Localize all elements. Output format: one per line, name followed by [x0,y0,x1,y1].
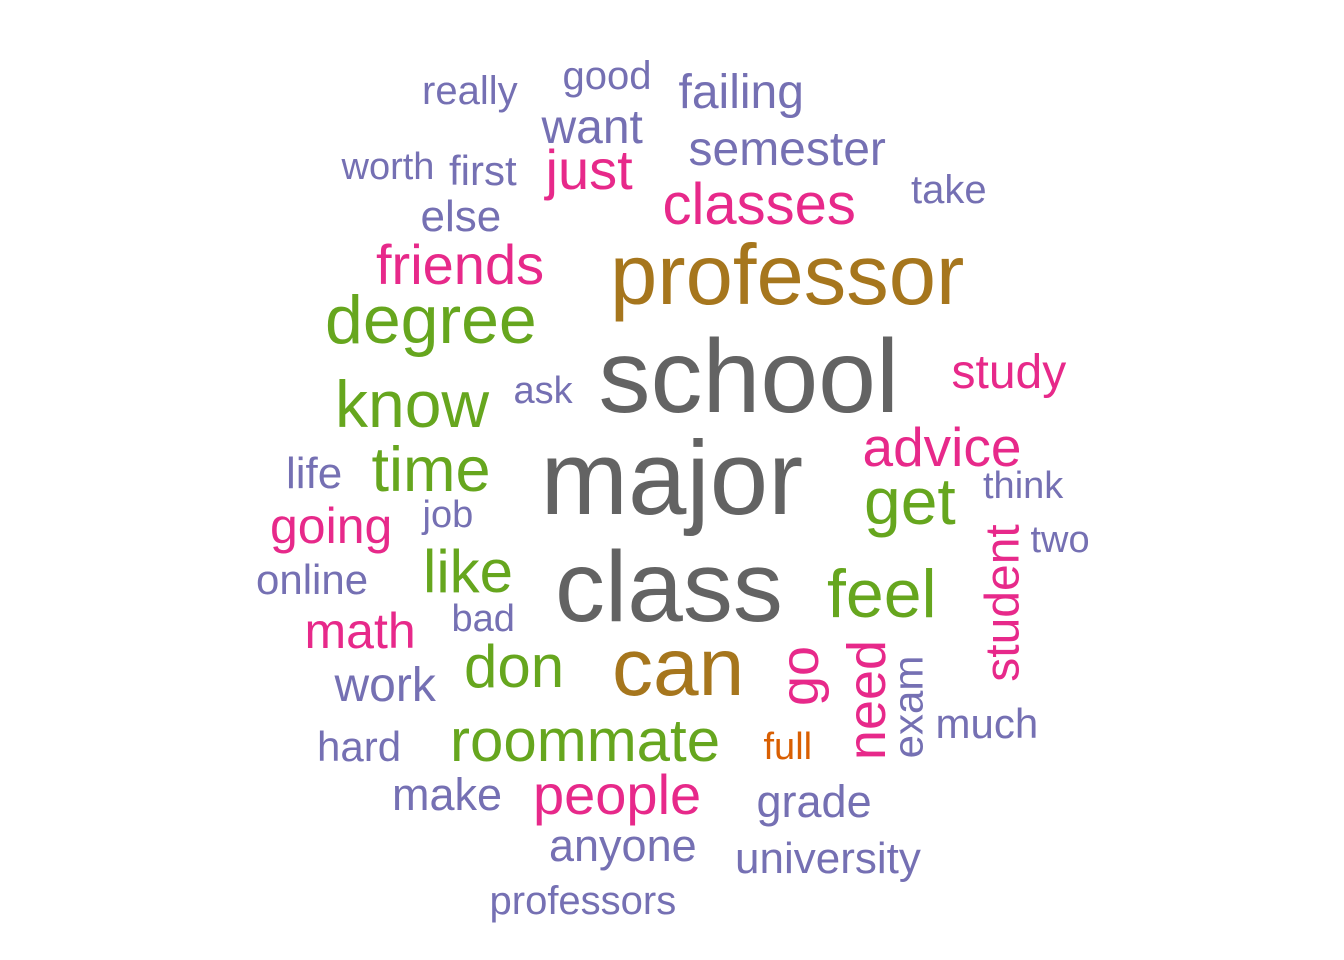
word-class: class [555,531,783,643]
word-two: two [1030,519,1090,561]
word-get: get [864,464,956,538]
word-can: can [612,622,745,713]
word-take: take [911,168,987,212]
word-bad: bad [451,598,515,640]
word-exam: exam [883,655,931,759]
word-like: like [423,538,514,605]
word-just: just [545,138,633,201]
word-math: math [304,603,416,659]
word-good: good [562,54,652,98]
word-want: want [541,101,643,154]
word-work: work [334,659,436,712]
word-degree: degree [325,282,537,358]
word-think: think [983,465,1064,507]
word-classes: classes [662,172,856,237]
word-semester: semester [688,123,886,176]
word-go: go [770,645,831,707]
word-time: time [371,434,491,505]
word-professor: professor [610,227,965,323]
word-life: life [286,449,343,498]
word-friends: friends [376,233,545,296]
word-really: really [422,69,518,113]
word-ask: ask [513,370,573,412]
word-online: online [256,556,369,603]
word-roommate: roommate [450,707,721,774]
word-study: study [951,346,1067,399]
word-grade: grade [756,775,872,827]
word-going: going [270,498,393,554]
word-first: first [449,147,517,194]
word-university: university [735,834,921,883]
word-anyone: anyone [549,819,697,871]
word-people: people [533,763,702,826]
word-professors: professors [489,879,677,923]
word-feel: feel [827,556,937,632]
word-full: full [763,726,813,768]
word-major: major [540,419,804,537]
word-else: else [420,192,502,241]
word-much: much [935,700,1039,747]
word-don: don [464,633,565,700]
word-school: school [598,319,900,435]
word-hard: hard [317,723,402,770]
word-know: know [335,367,490,441]
word-worth: worth [341,146,435,188]
word-advice: advice [862,415,1022,478]
word-failing: failing [678,66,804,119]
word-student: student [976,524,1030,682]
word-make: make [392,768,503,820]
word-job: job [422,494,474,536]
